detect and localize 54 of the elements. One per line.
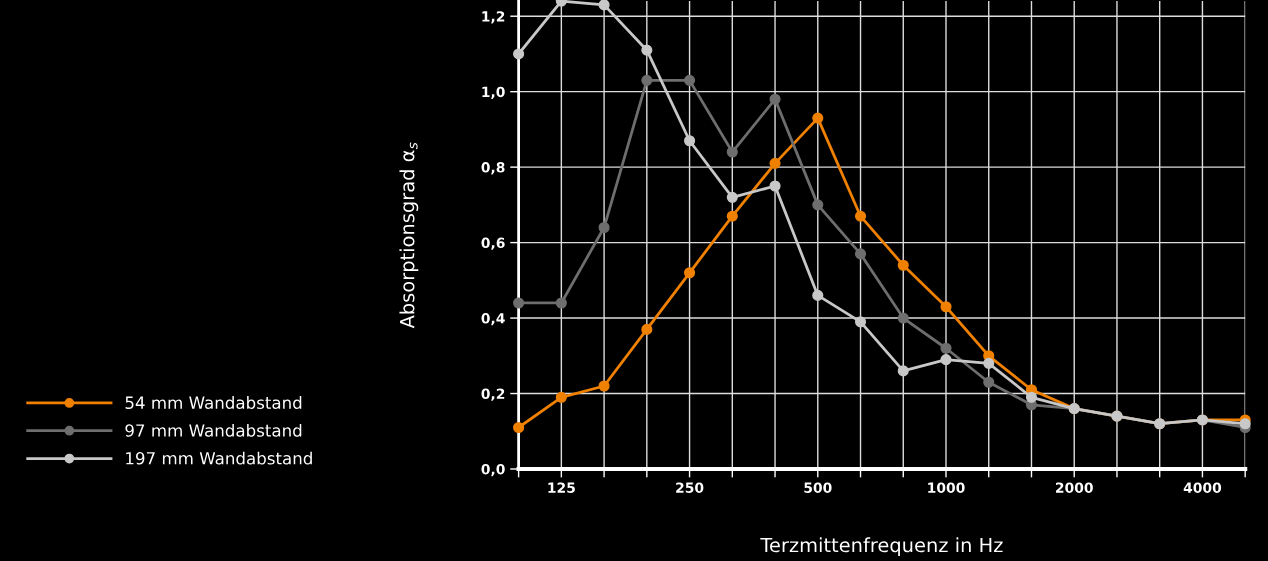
point: [684, 74, 696, 86]
point: [1025, 391, 1038, 403]
point: [726, 146, 738, 158]
point: [854, 248, 867, 260]
point: [513, 297, 525, 309]
legend-label: 54 mm Wandabstand: [125, 396, 302, 410]
x-tick-label: 125: [548, 482, 575, 493]
point: [854, 316, 867, 328]
point: [940, 301, 952, 313]
point: [641, 44, 653, 56]
point: [897, 365, 909, 377]
point: [1239, 418, 1251, 430]
point: [983, 357, 995, 369]
point: [641, 74, 653, 86]
legend-label: 197 mm Wandabstand: [126, 451, 312, 465]
y-tick-label: 0,2: [481, 388, 505, 401]
point: [513, 421, 525, 434]
point: [513, 48, 525, 60]
point: [598, 221, 610, 234]
point: [897, 259, 909, 271]
legend-label: 97 mm Wandabstand: [125, 423, 302, 437]
point: [812, 289, 824, 301]
point: [854, 210, 867, 222]
y-axis-title: Absorptionsgrad α$_{s}$: [399, 142, 419, 329]
point: [769, 180, 781, 192]
point: [598, 0, 610, 11]
point: [726, 191, 738, 203]
point: [812, 199, 824, 211]
y-tick-label: 0,6: [481, 237, 505, 250]
point: [598, 380, 610, 392]
y-tick-label: 0,0: [481, 463, 505, 477]
point: [641, 323, 653, 335]
x-tick-label: 4000: [1183, 482, 1222, 493]
point: [555, 297, 567, 309]
point: [555, 391, 567, 403]
x-tick-label: 250: [676, 482, 704, 493]
y-tick-label: 0,8: [481, 162, 505, 175]
y-tick-label: 0,4: [481, 313, 505, 326]
point: [983, 376, 995, 388]
point: [769, 93, 781, 105]
x-tick-label: 1000: [928, 482, 965, 493]
x-tick-label: 500: [804, 482, 832, 493]
point: [897, 312, 909, 324]
point: [726, 210, 738, 222]
point: [684, 267, 696, 279]
y-tick-label: 1,0: [482, 86, 505, 99]
point: [684, 135, 696, 147]
point: [940, 354, 952, 366]
x-tick-label: 2000: [1055, 482, 1093, 493]
x-axis-title: Terzmittenfrequenz in Hz: [760, 537, 1003, 557]
point: [812, 112, 824, 124]
point: [769, 157, 781, 169]
y-tick-label: 1,2: [482, 11, 505, 24]
point: [940, 342, 952, 354]
